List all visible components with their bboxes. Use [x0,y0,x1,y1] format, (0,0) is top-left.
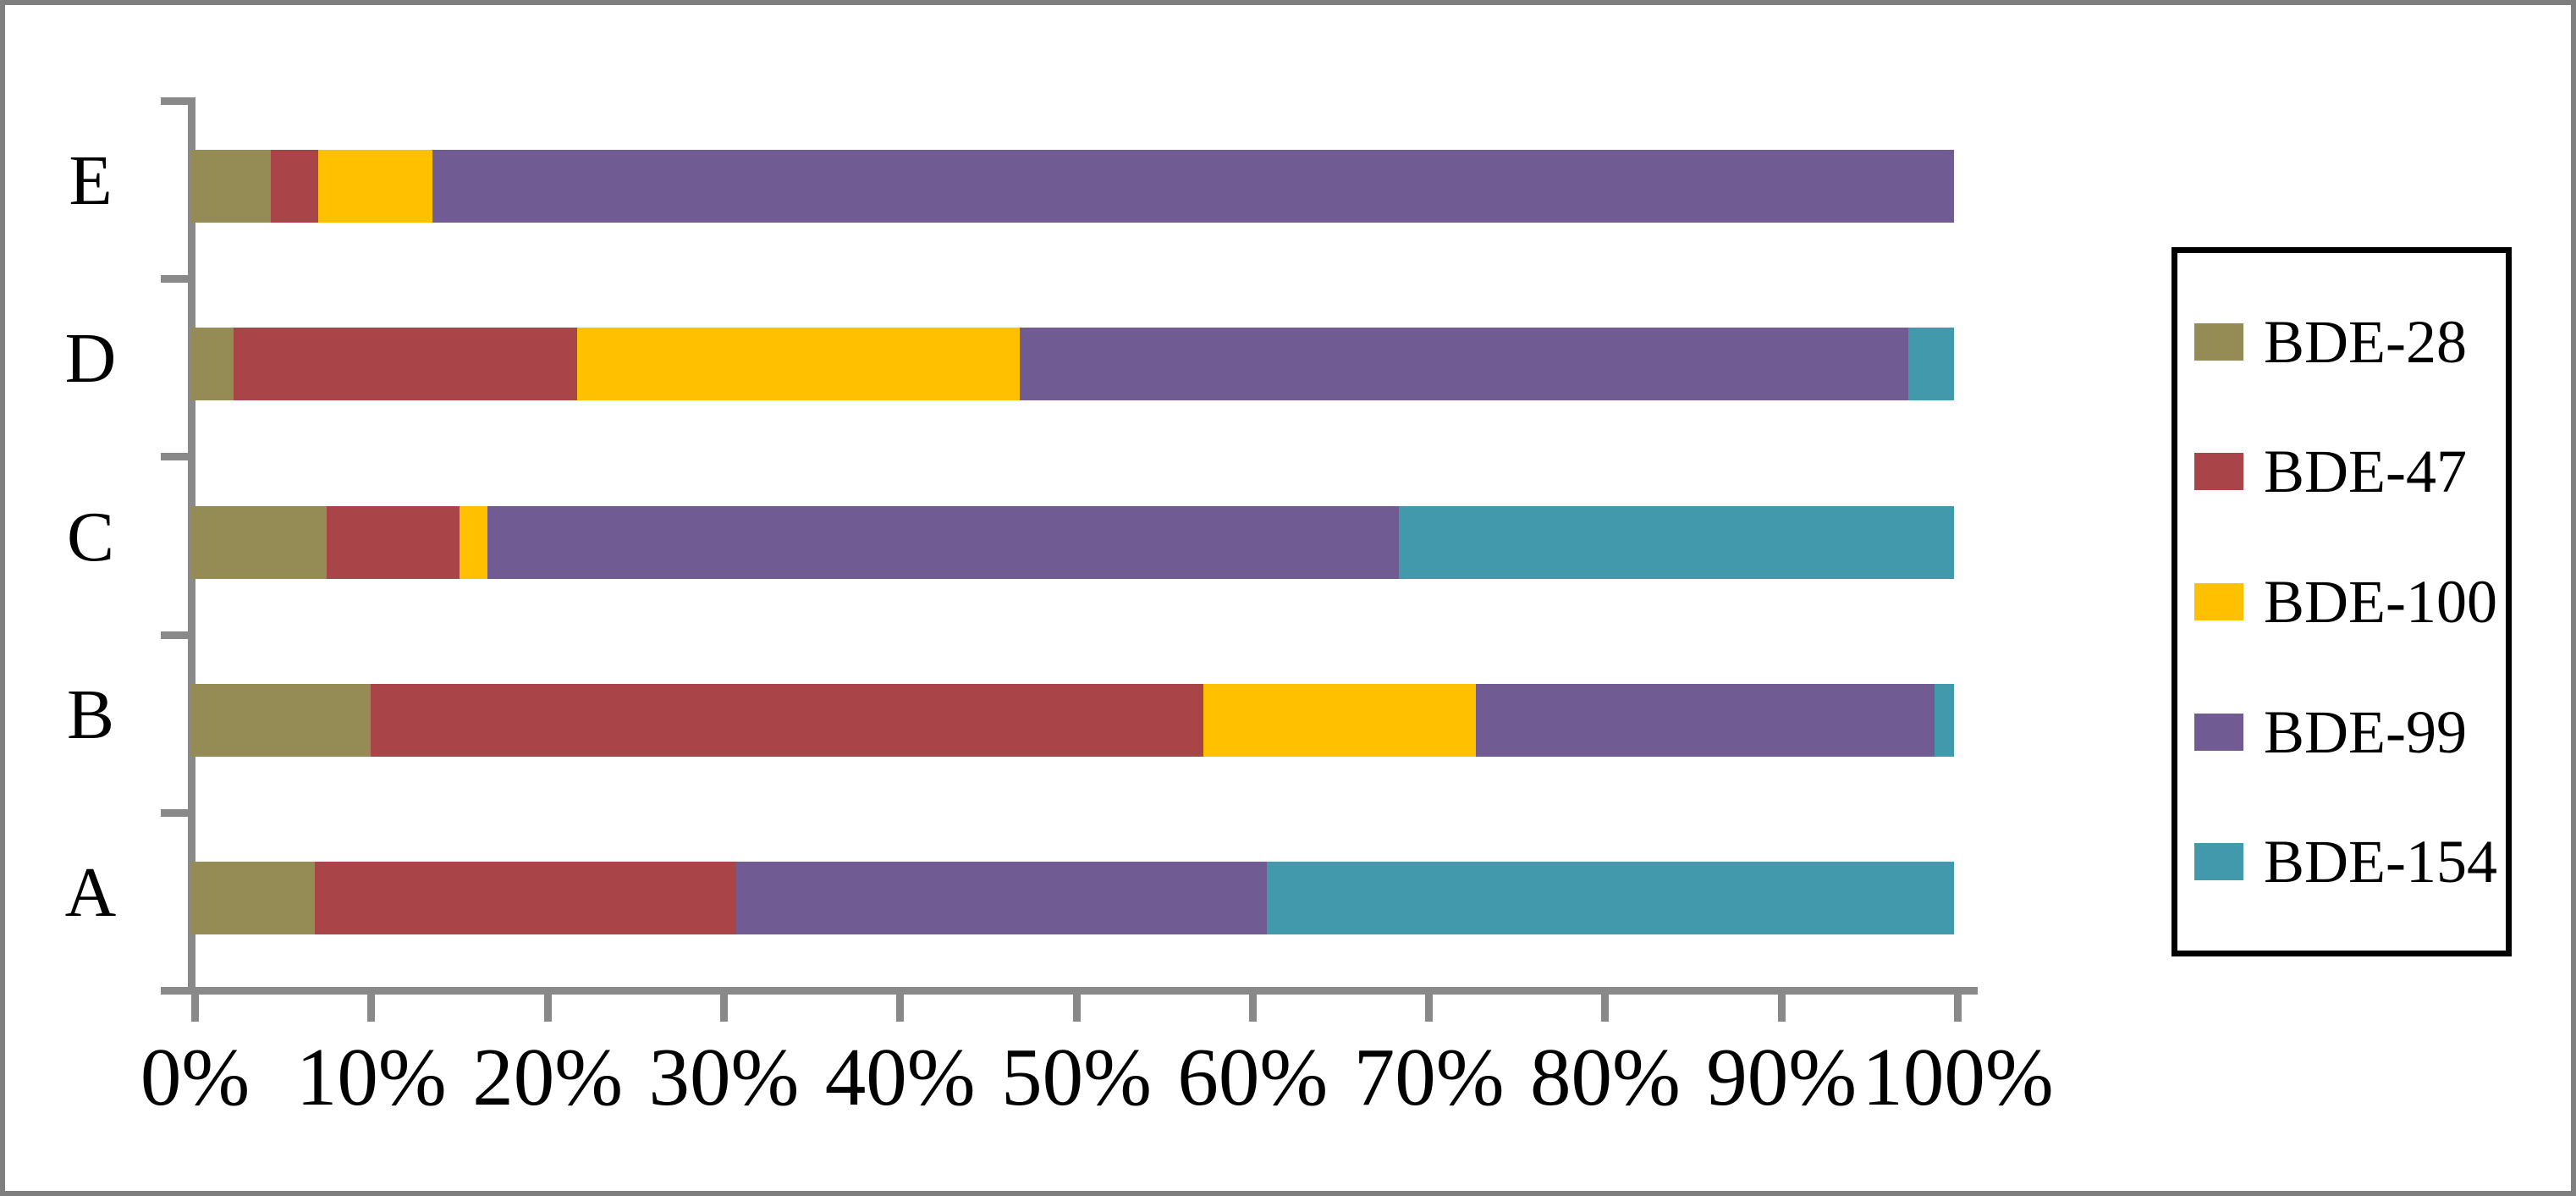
bar-segment-bde-28 [191,505,328,579]
x-axis-tick [1954,995,1962,1022]
y-axis-tick [161,808,188,817]
legend-entry: BDE-47 [2194,441,2489,502]
bar-row [191,328,1954,401]
legend-label: BDE-28 [2264,307,2467,376]
category-label: D [64,319,117,399]
bar-segment-bde-28 [191,683,372,757]
category-label: C [66,497,115,576]
y-axis-tick [161,275,188,284]
x-axis-tick-label: 90% [1706,1032,1858,1122]
legend-entry: BDE-154 [2194,831,2497,892]
legend-label: BDE-100 [2264,567,2497,636]
bar-segment-bde-154 [1935,683,1954,757]
bar-segment-bde-47 [314,861,736,934]
y-axis-tick [161,631,188,639]
legend-swatch-bde-100 [2194,582,2243,620]
legend-label: BDE-99 [2264,697,2467,766]
bar-segment-bde-154 [1907,328,1954,401]
bar-segment-bde-28 [191,150,271,223]
bar-segment-bde-99 [1476,683,1935,757]
y-axis-tick [161,97,188,105]
x-axis-tick [896,995,905,1022]
x-axis-tick-label: 60% [1177,1032,1329,1122]
x-axis-tick-label: 100% [1862,1032,2054,1122]
x-axis-tick [1248,995,1257,1022]
bar-segment-bde-100 [1203,683,1477,757]
bar-segment-bde-99 [1019,328,1908,401]
bar-row [191,861,1954,934]
x-axis-tick-label: 0% [140,1032,250,1122]
x-axis-tick-label: 20% [472,1032,623,1122]
x-axis-tick [1425,995,1434,1022]
bar-segment-bde-99 [487,505,1399,579]
legend-label: BDE-47 [2264,438,2467,506]
y-axis-tick [161,453,188,461]
x-axis-tick [191,995,199,1022]
x-axis-tick [719,995,728,1022]
bar-segment-bde-28 [191,861,315,934]
legend-entry: BDE-28 [2194,311,2489,372]
bar-segment-bde-28 [191,328,234,401]
y-axis-tick [161,987,188,995]
x-axis-tick [543,995,552,1022]
bar-segment-bde-99 [432,150,1954,223]
bar-segment-bde-47 [270,150,318,223]
bar-segment-bde-47 [233,328,578,401]
x-axis-tick-label: 10% [295,1032,447,1122]
bar-row [191,683,1954,757]
bar-segment-bde-47 [371,683,1203,757]
bar-segment-bde-47 [327,505,460,579]
x-axis-tick [1601,995,1610,1022]
bar-segment-bde-154 [1266,861,1954,934]
legend-swatch-bde-28 [2194,322,2243,361]
x-axis-tick [1777,995,1786,1022]
legend-swatch-bde-47 [2194,453,2243,491]
x-axis-tick-label: 30% [648,1032,800,1122]
x-axis-tick [367,995,376,1022]
x-axis-tick-label: 80% [1529,1032,1681,1122]
legend-entry: BDE-100 [2194,571,2497,632]
category-label: E [69,141,113,221]
x-axis-tick-label: 40% [824,1032,976,1122]
bar-row [191,505,1954,579]
legend-swatch-bde-99 [2194,713,2243,751]
x-axis-tick-label: 70% [1353,1032,1505,1122]
category-label: A [64,852,117,932]
legend-entry: BDE-99 [2194,702,2489,763]
bar-row [191,150,1954,223]
x-axis-tick [1072,995,1081,1022]
legend-label: BDE-154 [2264,828,2497,896]
bar-segment-bde-100 [317,150,433,223]
x-axis-line [162,987,1978,995]
bar-segment-bde-99 [735,861,1267,934]
bar-segment-bde-100 [459,505,487,579]
bar-segment-bde-154 [1398,505,1954,579]
legend-swatch-bde-154 [2194,843,2243,881]
legend: BDE-28 BDE-47 BDE-100 BDE-99 BDE-154 [2171,247,2512,956]
category-label: B [66,675,115,754]
x-axis-tick-label: 50% [1001,1032,1152,1122]
bar-segment-bde-100 [577,328,1020,401]
